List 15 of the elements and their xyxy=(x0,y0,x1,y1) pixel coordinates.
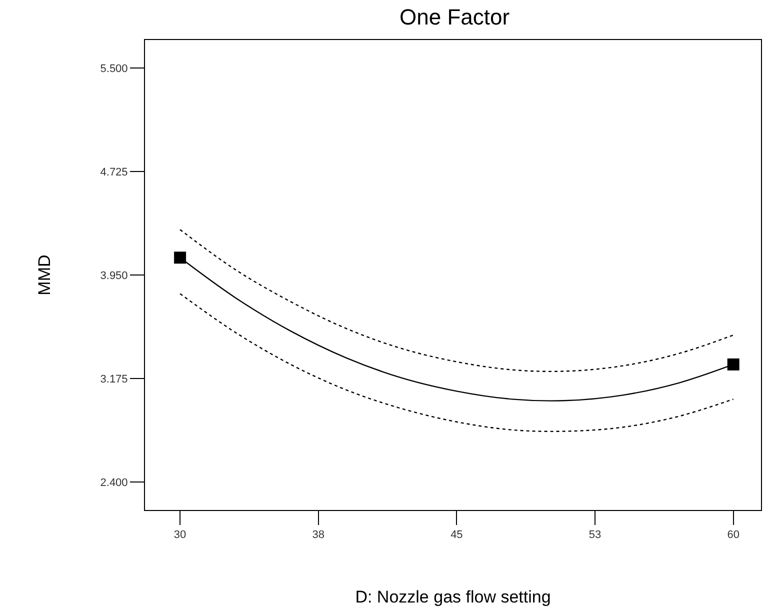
y-tick-label: 2.400 xyxy=(100,476,128,489)
x-tick-label: 38 xyxy=(312,529,324,542)
line-series xyxy=(179,293,734,432)
y-tick-label: 3.175 xyxy=(100,373,128,386)
line-series xyxy=(179,229,734,372)
x-tick-label: 45 xyxy=(450,529,463,542)
x-tick-label: 53 xyxy=(588,529,602,542)
x-tick-label: 30 xyxy=(174,529,186,542)
y-tick-label: 5.500 xyxy=(100,62,128,75)
y-tick-label: 4.725 xyxy=(100,166,128,178)
x-tick-label: 60 xyxy=(727,529,740,542)
chart-title: One Factor xyxy=(400,4,510,30)
y-axis-title: MMD xyxy=(34,254,54,296)
x-axis-title: D: Nozzle gas flow setting xyxy=(355,588,551,607)
y-tick-label: 3.950 xyxy=(100,270,128,282)
